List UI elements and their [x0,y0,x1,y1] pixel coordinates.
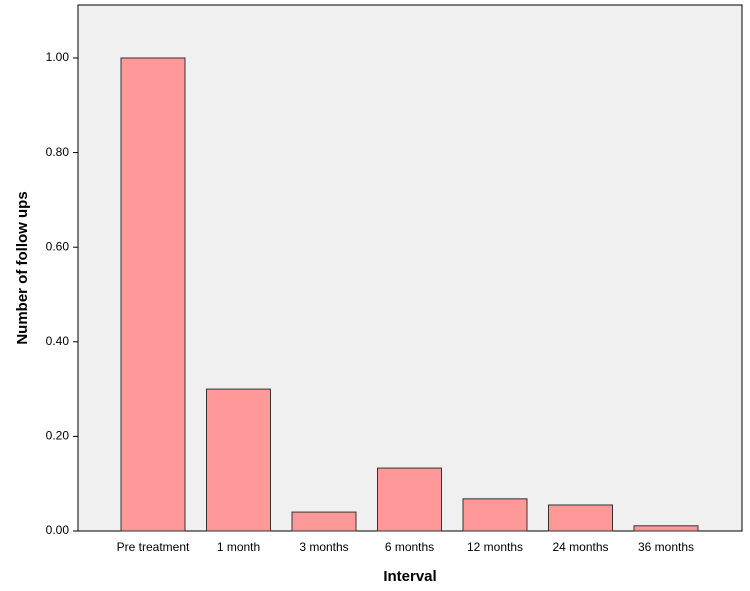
y-tick-label: 1.00 [46,50,70,64]
bar [291,511,357,532]
plot-area [77,4,743,532]
y-tick-label: 0.60 [46,239,70,253]
x-tick-label: Pre treatment [117,540,190,554]
x-tick-label: 24 months [552,540,608,554]
x-tick-label: 3 months [299,540,348,554]
bar [633,525,699,532]
x-tick-label: 6 months [385,540,434,554]
y-tick-label: 0.00 [46,523,70,537]
y-tick-label: 0.40 [46,334,70,348]
bar [377,467,442,532]
bar [120,57,186,532]
x-tick-label: 36 months [638,540,694,554]
bar [206,388,271,532]
x-axis-title: Interval [383,568,436,585]
bar [462,498,528,532]
bar [548,504,613,532]
x-tick-label: 12 months [467,540,523,554]
y-axis-title: Number of follow ups [14,191,31,344]
y-tick-label: 0.20 [46,429,70,443]
y-tick-label: 0.80 [46,145,70,159]
x-tick-label: 1 month [217,540,260,554]
